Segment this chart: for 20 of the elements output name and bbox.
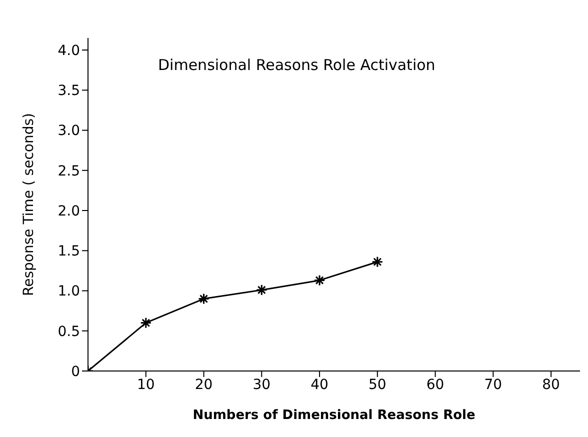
- x-tick-label: 10: [136, 376, 155, 393]
- y-tick-label: 4.0: [58, 43, 80, 60]
- y-tick-label: 3.0: [58, 123, 80, 140]
- x-tick-label: 50: [368, 376, 386, 393]
- x-tick-label: 20: [194, 376, 213, 393]
- y-tick-label: 3.5: [58, 83, 80, 100]
- text: Dimensional Reasons Role Activation: [158, 56, 436, 74]
- y-tick-label: 2.0: [58, 203, 80, 220]
- y-tick-label: 2.5: [58, 163, 80, 180]
- x-tick-label: 40: [310, 376, 328, 393]
- x-tick-label: 70: [484, 376, 502, 393]
- x-tick-label: 60: [426, 376, 444, 393]
- x-axis-title: Numbers of Dimensional Reasons Role: [192, 408, 476, 423]
- y-axis-title: Response Time ( seconds): [20, 113, 37, 296]
- y-tick-label: 1.0: [58, 284, 80, 300]
- y-tick-label: 1.5: [58, 244, 80, 260]
- y-tick-label: 0.5: [58, 324, 80, 340]
- x-tick-label: 80: [542, 376, 560, 393]
- x-tick-label: 30: [252, 376, 271, 393]
- y-tick-label: 0: [71, 364, 80, 380]
